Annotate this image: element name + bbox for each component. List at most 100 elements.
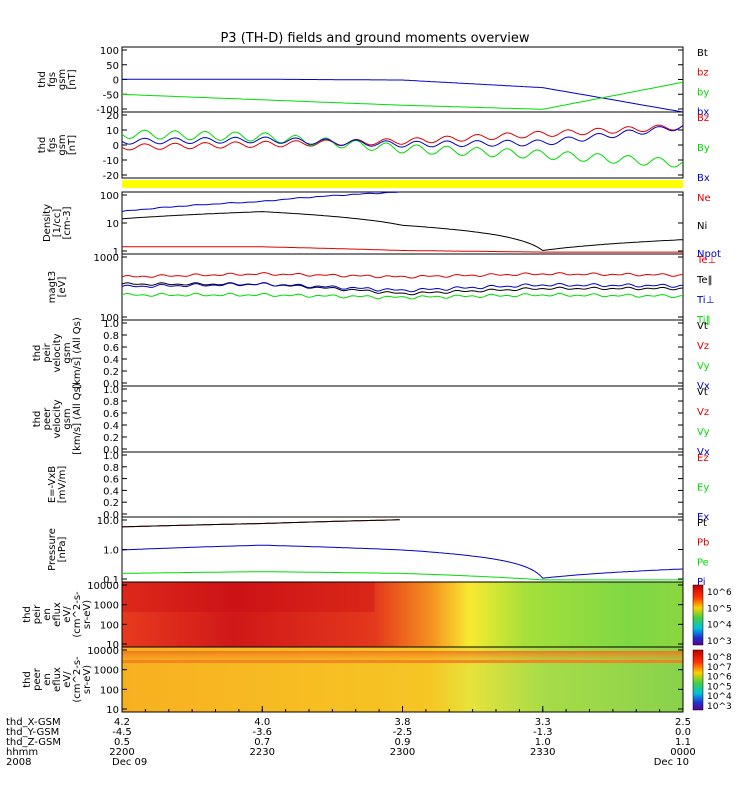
panel-peir_spec-tick-label: 10000 — [87, 581, 119, 592]
series-ne-line — [122, 246, 683, 253]
legend-temp-0: Te⊥ — [696, 255, 716, 266]
colorbar-peir_spec-label: 10^6 — [707, 588, 732, 598]
panel-efield-tick-label: 0.6 — [103, 475, 119, 486]
panel-fgs-ylabel: fgs — [47, 72, 58, 87]
colorbar-peer_spec-label: 10^3 — [707, 702, 732, 712]
legend-fgs-3: bx — [697, 107, 709, 118]
panel-peer_spec-tick-label: 1000 — [94, 666, 119, 677]
colorbar-peer_spec-label: 10^8 — [707, 653, 732, 663]
panel-peer_spec-ylabel: peer — [32, 667, 43, 691]
xaxis-value: 0.0 — [675, 727, 691, 738]
xaxis-value: Dec 09 — [112, 757, 147, 768]
panel-efield-tick-label: 0.8 — [103, 463, 119, 474]
panel-peer_spec-ylabel: eV/ — [62, 671, 73, 688]
panel-fgs2-tick-label: 0 — [113, 141, 119, 152]
xaxis-value: 2330 — [530, 747, 555, 758]
panel-peer_spec-ylabel: (cm^2-s- — [72, 656, 83, 703]
panel-fgs-ylabel: gsm — [57, 69, 68, 90]
panel-fgs2-tick-label: -20 — [103, 171, 119, 182]
xaxis-value: -2.5 — [393, 727, 413, 738]
legend-peir-3: Vx — [697, 381, 710, 392]
peer-colorbar — [692, 649, 704, 711]
series-bz-line — [121, 124, 684, 151]
colorbar-peer_spec-label: 10^7 — [707, 663, 732, 673]
panel-temp-frame — [121, 253, 684, 321]
xaxis-row-label: thd_X-GSM — [6, 717, 61, 728]
panel-fgs2-ylabel: fgs — [47, 137, 58, 152]
panel-peer_spec-ylabel: thd — [22, 671, 33, 688]
panel-efield-ylabel: E=-VxB — [47, 466, 58, 503]
panel-peir-tick-label: 0.0 — [103, 379, 119, 390]
chart-title: P3 (TH-D) fields and ground moments over… — [220, 31, 529, 46]
xaxis-value: 4.0 — [254, 717, 270, 728]
series-pi-line — [121, 544, 684, 579]
panel-peer-frame — [121, 385, 684, 453]
legend-peir-2: Vy — [697, 361, 710, 372]
colorbar-peir_spec-label: 10^3 — [707, 637, 732, 647]
legend-fgs-1: bz — [697, 68, 709, 79]
legend-pressure-0: Pt — [697, 518, 707, 529]
series-ti-line — [121, 292, 684, 300]
panel-peer-tick-label: 0.0 — [103, 445, 119, 456]
panel-peer-tick-label: 0.4 — [103, 421, 119, 432]
panel-fgs2-tick-label: 10 — [106, 126, 119, 137]
xaxis-value: 0000 — [670, 747, 695, 758]
series-npot-line — [121, 191, 400, 213]
panel-peer-tick-label: 0.8 — [103, 397, 119, 408]
panel-peer-ylabel: peer — [42, 407, 53, 431]
series-bx-line — [121, 125, 684, 148]
xaxis-value: -4.5 — [112, 727, 132, 738]
panel-peir_spec-ylabel: thd — [22, 606, 33, 623]
panel-fgs2-tick-label: 20 — [106, 111, 119, 122]
panel-efield-tick-label: 0.0 — [103, 510, 119, 521]
panel-efield-frame — [121, 451, 684, 518]
panel-peir-tick-label: 1.0 — [103, 319, 119, 330]
xaxis-value: 1.1 — [675, 737, 691, 748]
series-by-line — [121, 129, 684, 168]
legend-peer-0: Vt — [697, 387, 708, 398]
xaxis-value: Dec 10 — [654, 757, 689, 768]
panel-pressure-tick-label: 1.0 — [103, 546, 119, 557]
legend-pressure-3: Pi — [697, 577, 706, 588]
panel-peer-tick-label: 0.6 — [103, 409, 119, 420]
panel-peer-ylabel: thd — [32, 411, 43, 428]
legend-fgs-0: Bt — [697, 48, 708, 59]
panel-peir_spec-ylabel: eV/ — [62, 606, 73, 623]
legend-temp-1: Te‖ — [696, 275, 713, 286]
series-te-line — [121, 282, 684, 296]
panel-efield-tick-label: 1.0 — [103, 451, 119, 462]
series-ni-line — [121, 211, 684, 252]
legend-efield-0: Ez — [697, 453, 709, 464]
legend-fgs2-1: By — [697, 143, 710, 154]
panel-efield-ylabel: [mV/m] — [57, 466, 68, 504]
series-pt-line — [121, 519, 400, 528]
panel-density-tick-label: 1 — [113, 247, 119, 258]
panel-peir_spec-ylabel: (cm^2-s- — [72, 591, 83, 638]
panel-fgs-ylabel: thd — [37, 71, 48, 88]
peer-spectrogram-line — [122, 660, 683, 663]
quality-flag-bar — [122, 180, 683, 188]
panel-fgs-tick-label: 100 — [100, 46, 119, 57]
series-te-line — [121, 272, 684, 279]
panel-peir-ylabel: velocity — [52, 333, 63, 372]
panel-peer_spec-ylabel: sr-eV) — [82, 665, 93, 694]
xaxis-value: 0.7 — [254, 737, 270, 748]
xaxis-value: 2300 — [390, 747, 415, 758]
legend-temp-3: Ti‖ — [696, 315, 711, 326]
panel-peer-ylabel: gsm — [62, 408, 73, 429]
panel-peir-ylabel: gsm — [62, 342, 73, 363]
xaxis-row-label: thd_Z-GSM — [6, 737, 61, 748]
panel-peir-tick-label: 0.2 — [103, 367, 119, 378]
xaxis-value: 0.9 — [395, 737, 411, 748]
series-pe-line — [121, 571, 683, 581]
panel-fgs2-tick-label: -10 — [103, 156, 119, 167]
panel-peer_spec-tick-label: 100 — [100, 685, 119, 696]
xaxis-value: -3.6 — [252, 727, 272, 738]
colorbar-peer_spec-label: 10^6 — [707, 673, 732, 683]
xaxis-value: 3.8 — [395, 717, 411, 728]
peir-spectrogram-core — [122, 582, 375, 612]
peir-spectrogram-image — [122, 582, 683, 647]
panel-temp-ylabel: magt3 — [47, 271, 58, 304]
legend-peer-1: Vz — [697, 407, 709, 418]
